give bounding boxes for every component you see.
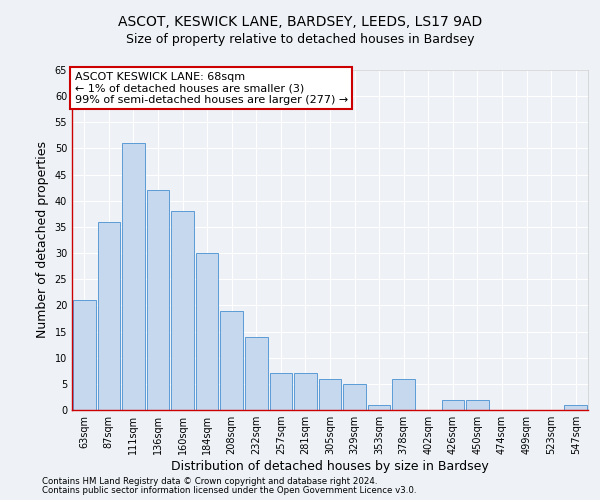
Y-axis label: Number of detached properties: Number of detached properties	[36, 142, 49, 338]
Bar	[565, 405, 587, 410]
Bar	[245, 337, 268, 410]
Bar	[368, 405, 391, 410]
Bar	[466, 400, 489, 410]
Bar	[196, 253, 218, 410]
Bar	[98, 222, 120, 410]
Bar	[220, 310, 243, 410]
X-axis label: Distribution of detached houses by size in Bardsey: Distribution of detached houses by size …	[171, 460, 489, 473]
Bar	[319, 378, 341, 410]
Text: ASCOT KESWICK LANE: 68sqm
← 1% of detached houses are smaller (3)
99% of semi-de: ASCOT KESWICK LANE: 68sqm ← 1% of detach…	[74, 72, 348, 105]
Bar	[171, 211, 194, 410]
Bar	[269, 374, 292, 410]
Bar	[122, 143, 145, 410]
Text: Size of property relative to detached houses in Bardsey: Size of property relative to detached ho…	[126, 32, 474, 46]
Text: ASCOT, KESWICK LANE, BARDSEY, LEEDS, LS17 9AD: ASCOT, KESWICK LANE, BARDSEY, LEEDS, LS1…	[118, 15, 482, 29]
Bar	[442, 400, 464, 410]
Bar	[294, 374, 317, 410]
Bar	[343, 384, 366, 410]
Text: Contains HM Land Registry data © Crown copyright and database right 2024.: Contains HM Land Registry data © Crown c…	[42, 477, 377, 486]
Bar	[146, 190, 169, 410]
Bar	[392, 378, 415, 410]
Text: Contains public sector information licensed under the Open Government Licence v3: Contains public sector information licen…	[42, 486, 416, 495]
Bar	[73, 300, 95, 410]
